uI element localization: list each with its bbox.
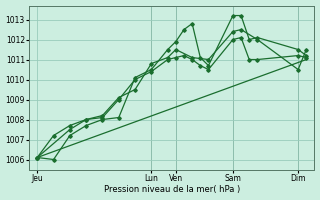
X-axis label: Pression niveau de la mer( hPa ): Pression niveau de la mer( hPa ) bbox=[104, 185, 240, 194]
